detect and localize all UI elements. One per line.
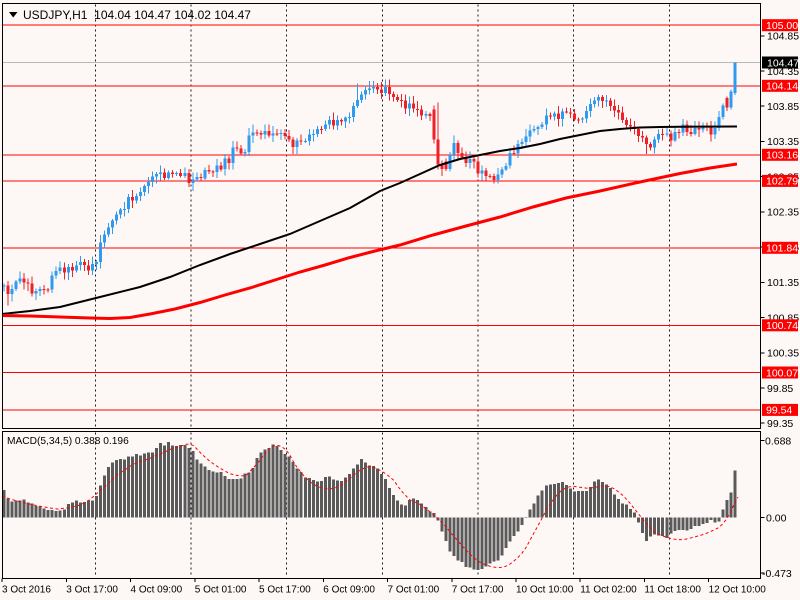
svg-text:103.16: 103.16 [766, 150, 798, 162]
svg-text:102.79: 102.79 [766, 176, 798, 188]
svg-text:-0.473: -0.473 [762, 568, 792, 580]
svg-text:105.00: 105.00 [766, 20, 798, 32]
svg-text:USDJPY,H1 104.04 104.47 104.0: USDJPY,H1 104.04 104.47 104.02 104.47 [23, 8, 251, 22]
svg-text:99.35: 99.35 [767, 418, 793, 430]
svg-text:3 Oct 17:00: 3 Oct 17:00 [66, 585, 118, 596]
svg-text:101.35: 101.35 [767, 277, 799, 289]
svg-text:104.14: 104.14 [766, 81, 798, 93]
svg-text:104.47: 104.47 [767, 57, 799, 69]
svg-text:102.35: 102.35 [767, 207, 799, 219]
svg-text:6 Oct 09:00: 6 Oct 09:00 [323, 585, 375, 596]
svg-text:7 Oct 17:00: 7 Oct 17:00 [452, 585, 504, 596]
svg-text:3 Oct 2016: 3 Oct 2016 [2, 585, 51, 596]
svg-text:100.07: 100.07 [766, 367, 798, 379]
svg-text:0.688: 0.688 [765, 435, 791, 447]
svg-text:103.35: 103.35 [767, 136, 799, 148]
svg-text:104.35: 104.35 [767, 66, 799, 78]
svg-text:11 Oct 18:00: 11 Oct 18:00 [644, 585, 701, 596]
svg-text:4 Oct 09:00: 4 Oct 09:00 [131, 585, 183, 596]
svg-text:99.54: 99.54 [766, 405, 792, 417]
svg-text:100.74: 100.74 [766, 320, 798, 332]
svg-text:12 Oct 10:00: 12 Oct 10:00 [709, 585, 767, 596]
svg-text:MACD(5,34,5) 0.388 0.196: MACD(5,34,5) 0.388 0.196 [7, 436, 129, 447]
svg-text:101.84: 101.84 [766, 243, 798, 255]
svg-text:104.85: 104.85 [767, 31, 799, 43]
svg-text:5 Oct 01:00: 5 Oct 01:00 [195, 585, 247, 596]
svg-text:99.85: 99.85 [767, 383, 793, 395]
svg-text:11 Oct 02:00: 11 Oct 02:00 [580, 585, 637, 596]
svg-text:7 Oct 01:00: 7 Oct 01:00 [388, 585, 440, 596]
svg-text:10 Oct 10:00: 10 Oct 10:00 [516, 585, 574, 596]
svg-text:103.85: 103.85 [767, 101, 799, 113]
svg-text:100.35: 100.35 [767, 348, 799, 360]
svg-text:5 Oct 17:00: 5 Oct 17:00 [259, 585, 311, 596]
svg-text:0.00: 0.00 [766, 512, 787, 524]
